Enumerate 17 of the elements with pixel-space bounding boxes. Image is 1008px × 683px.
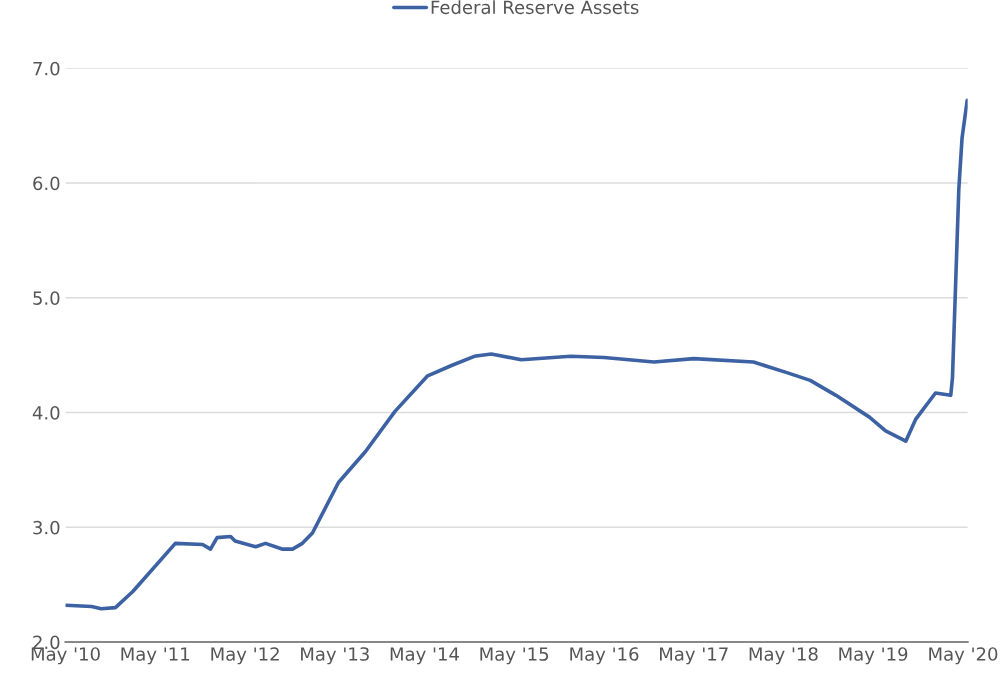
- x-tick-label: May '11: [121, 647, 190, 665]
- x-tick-label: May '16: [570, 647, 639, 665]
- y-tick-label: 5.0: [33, 291, 60, 305]
- x-tick-label: May '13: [301, 647, 369, 665]
- x-tick-label: May '15: [480, 647, 549, 665]
- x-tick-label: May '12: [211, 647, 279, 665]
- y-tick-label: 4.0: [32, 405, 60, 420]
- legend-label: Federal Reserve Assets: [431, 0, 639, 15]
- x-tick-label: May '14: [390, 647, 459, 665]
- x-tick-label: May '19: [839, 647, 908, 665]
- line-series: [65, 98, 968, 611]
- y-tick-label: 7.0: [33, 61, 60, 76]
- y-tick-label: 3.0: [33, 520, 60, 535]
- y-tick-label: 6.0: [33, 176, 60, 191]
- x-tick-label: May '18: [749, 647, 818, 665]
- x-tick-label: May '20: [929, 647, 998, 665]
- x-tick-label: May '17: [660, 647, 728, 665]
